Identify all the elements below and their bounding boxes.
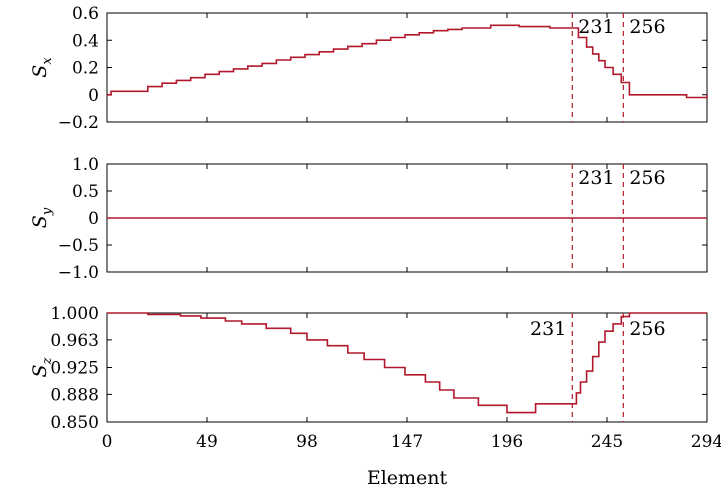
y-tick-label: 0.5 [72, 182, 99, 202]
y-tick-label: 0.888 [50, 385, 99, 405]
y-tick-label: 1.0 [72, 155, 99, 175]
y-tick-label: 0 [88, 86, 99, 106]
panel-sx: −0.2 0 0.2 0.4 0.6 Sx 231 256 [29, 4, 708, 133]
x-tick-label: 245 [591, 432, 623, 452]
marker-label-231: 231 [578, 167, 614, 189]
y-tick-label: 1.000 [50, 304, 99, 324]
axes-frame [106, 12, 708, 123]
data-series-line [107, 24, 708, 99]
x-tick-label: 147 [391, 432, 423, 452]
marker-label-231: 231 [530, 318, 566, 340]
marker-label-256: 256 [629, 16, 665, 38]
marker-label-231: 231 [578, 16, 614, 38]
x-tick-label: 294 [691, 432, 721, 452]
y-tick-label: 0 [88, 209, 99, 229]
panel-sz: 0.850 0.888 0.925 0.963 1.000 0 49 98 147 196 245 2… [29, 304, 721, 452]
marker-label-256: 256 [629, 167, 665, 189]
y-tick-label: −0.5 [58, 236, 99, 256]
y-tick-label: 0.925 [50, 359, 99, 379]
y-tick-label: 0.963 [50, 331, 99, 351]
y-axis-label: Sz [29, 357, 55, 377]
y-tick-label: −0.2 [58, 113, 99, 133]
y-tick-label: 0.850 [50, 413, 99, 433]
y-axis-label: Sx [29, 57, 55, 78]
x-tick-label: 196 [491, 432, 523, 452]
y-tick-label: −1.0 [58, 263, 99, 283]
marker-label-256: 256 [629, 318, 665, 340]
data-series-line [107, 312, 707, 414]
x-tick-label: 0 [102, 432, 113, 452]
y-tick-label: 0.2 [72, 59, 99, 79]
y-tick-label: 0.4 [72, 31, 99, 51]
y-axis-label: Sy [29, 207, 55, 228]
x-axis-label: Element [367, 467, 448, 489]
y-tick-label: 0.6 [72, 4, 99, 24]
x-tick-label: 49 [196, 432, 218, 452]
axes-frame [106, 312, 708, 423]
panel-sy: −1.0 −0.5 0 0.5 1.0 Sy 231 256 [29, 155, 708, 283]
x-tick-label: 98 [296, 432, 318, 452]
